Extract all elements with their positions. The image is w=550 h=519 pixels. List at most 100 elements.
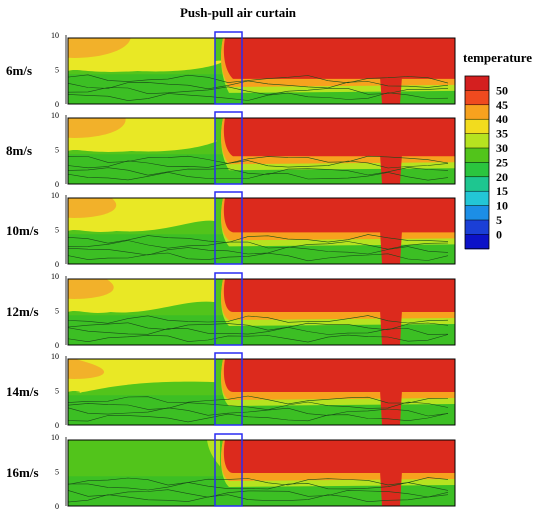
contour-line bbox=[67, 477, 449, 486]
contour-panel: 0 5 10 10m/s bbox=[6, 191, 456, 269]
contour-line bbox=[67, 167, 449, 176]
colorbar-swatch bbox=[465, 148, 489, 163]
contour-line bbox=[67, 155, 449, 164]
air-curtain-box bbox=[214, 352, 243, 426]
hot-plume bbox=[223, 279, 455, 312]
panel-frame bbox=[67, 117, 456, 185]
air-curtain-box bbox=[214, 111, 243, 185]
vertical-plume bbox=[380, 390, 402, 425]
contour-panels: 0 5 10 6m/s 0 5 10 8m/s 0 5 10 10m/s 0 5 10 12m/s 0 5 10 14… bbox=[6, 31, 456, 511]
contour-line bbox=[67, 160, 449, 169]
y-tick-label: 10 bbox=[51, 191, 59, 200]
contour-panel: 0 5 10 8m/s bbox=[6, 111, 456, 189]
speed-label: 16m/s bbox=[6, 465, 39, 480]
y-tick-label: 5 bbox=[55, 387, 59, 396]
contour-line bbox=[67, 326, 449, 335]
colorbar-swatch bbox=[465, 104, 489, 120]
panel-frame bbox=[67, 358, 456, 426]
contour-line bbox=[67, 482, 449, 491]
colorbar-label: 25 bbox=[496, 155, 508, 169]
figure-title: Push-pull air curtain bbox=[180, 5, 297, 20]
y-tick-label: 0 bbox=[55, 421, 59, 430]
contour-line bbox=[67, 246, 449, 256]
colorbar-label: 0 bbox=[496, 227, 502, 241]
colorbar-swatch bbox=[465, 119, 489, 135]
panel-frame bbox=[67, 278, 456, 346]
y-tick-label: 10 bbox=[51, 352, 59, 361]
colorbar-label: 35 bbox=[496, 127, 508, 141]
contour-line bbox=[67, 252, 449, 262]
contour-line bbox=[67, 240, 449, 250]
speed-label: 14m/s bbox=[6, 384, 39, 399]
y-tick-label: 5 bbox=[55, 307, 59, 316]
y-tick-label: 0 bbox=[55, 180, 59, 189]
colorbar-swatch bbox=[465, 76, 489, 91]
contour-line bbox=[67, 494, 449, 503]
colorbar-swatch bbox=[465, 234, 489, 250]
vertical-plume bbox=[380, 76, 402, 104]
hot-zone bbox=[68, 38, 131, 58]
y-tick-label: 0 bbox=[55, 502, 59, 511]
hot-zone bbox=[68, 279, 114, 299]
colorbar-swatch bbox=[465, 162, 489, 178]
air-curtain-box bbox=[214, 272, 243, 346]
colorbar-title: temperature bbox=[463, 50, 532, 65]
y-tick-label: 10 bbox=[51, 31, 59, 40]
hot-zone bbox=[68, 198, 117, 218]
colorbar-label: 15 bbox=[496, 184, 508, 198]
colorbar-label: 40 bbox=[496, 112, 508, 126]
contour-panel: 0 5 10 14m/s bbox=[6, 352, 456, 430]
contour-line bbox=[67, 171, 449, 181]
y-tick-label: 0 bbox=[55, 260, 59, 269]
contour-line bbox=[67, 489, 449, 498]
speed-label: 12m/s bbox=[6, 304, 39, 319]
air-curtain-box bbox=[214, 31, 243, 105]
contour-line bbox=[67, 334, 449, 343]
contour-line bbox=[67, 401, 449, 411]
panel-frame bbox=[67, 439, 456, 507]
y-tick-label: 5 bbox=[55, 66, 59, 75]
contour-line bbox=[67, 413, 449, 423]
contour-panel: 0 5 10 6m/s bbox=[6, 31, 456, 109]
speed-label: 6m/s bbox=[6, 63, 32, 78]
colorbar-swatch bbox=[465, 90, 489, 106]
contour-panel: 0 5 10 16m/s bbox=[6, 433, 456, 511]
speed-label: 10m/s bbox=[6, 223, 39, 238]
vertical-plume bbox=[380, 154, 402, 184]
warm-zone bbox=[207, 440, 220, 467]
contour-line bbox=[67, 322, 449, 331]
colorbar-swatch bbox=[465, 220, 489, 235]
hot-zone bbox=[68, 118, 126, 138]
hot-plume bbox=[223, 198, 455, 233]
y-tick-label: 10 bbox=[51, 272, 59, 281]
contour-line bbox=[67, 407, 449, 417]
colorbar-swatch bbox=[465, 205, 489, 221]
hot-plume bbox=[223, 440, 455, 473]
panel-frame bbox=[67, 37, 456, 105]
panel-frame bbox=[67, 197, 456, 265]
colorbar-label: 45 bbox=[496, 98, 508, 112]
contour-line bbox=[67, 86, 449, 96]
contour-line bbox=[67, 80, 449, 90]
hot-plume bbox=[223, 118, 455, 157]
contour-line bbox=[67, 92, 449, 101]
colorbar-label: 30 bbox=[496, 141, 508, 155]
colorbar-label: 20 bbox=[496, 170, 508, 184]
colorbar-swatch bbox=[465, 176, 489, 192]
colorbar-swatch bbox=[465, 191, 489, 207]
y-tick-label: 5 bbox=[55, 468, 59, 477]
y-tick-label: 0 bbox=[55, 100, 59, 109]
contour-line bbox=[67, 395, 449, 405]
vertical-plume bbox=[380, 310, 402, 345]
contour-line bbox=[67, 234, 449, 244]
contour-panel: 0 5 10 12m/s bbox=[6, 272, 456, 350]
hot-plume bbox=[223, 359, 455, 392]
colorbar-swatch bbox=[465, 133, 489, 149]
contour-line bbox=[67, 74, 449, 84]
contour-line bbox=[67, 315, 449, 324]
y-tick-label: 10 bbox=[51, 433, 59, 442]
warm-zone bbox=[68, 359, 215, 393]
vertical-plume bbox=[380, 471, 402, 506]
